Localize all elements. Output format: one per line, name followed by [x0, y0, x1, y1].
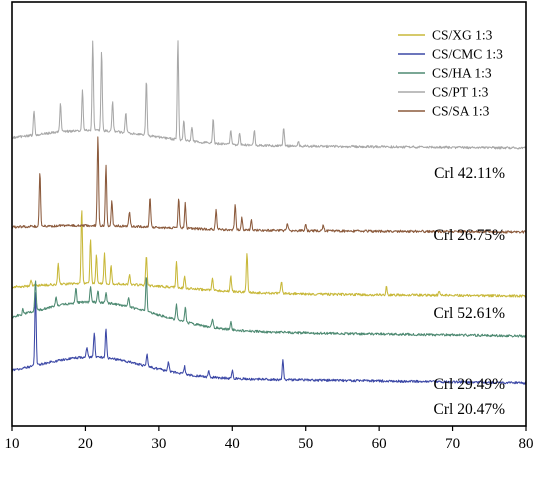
- series-group: [11, 40, 527, 385]
- legend-label: CS/PT 1:3: [432, 85, 489, 100]
- x-tick-label: 40: [225, 436, 240, 452]
- legend-label: CS/SA 1:3: [432, 104, 490, 119]
- crl-label: Crl 29.49%: [434, 376, 506, 393]
- series-line-cs-xg-1-3: [11, 210, 527, 298]
- legend: CS/XG 1:3 CS/CMC 1:3 CS/HA 1:3 CS/PT 1:3 CS/…: [398, 28, 503, 119]
- crl-label: Crl 26.75%: [434, 227, 506, 244]
- series-line-cs-cmc-1-3: [11, 291, 527, 385]
- x-tick-label: 30: [151, 436, 166, 452]
- crl-label: Crl 20.47%: [434, 401, 506, 418]
- series-line-cs-ha-1-3: [11, 277, 527, 338]
- x-tick-label: 70: [445, 436, 460, 452]
- x-tick-label: 20: [78, 436, 93, 452]
- series-line-cs-pt-1-3: [11, 40, 527, 150]
- crl-label: Crl 52.61%: [434, 305, 506, 322]
- legend-label: CS/HA 1:3: [432, 66, 492, 81]
- plot-frame: [11, 1, 527, 427]
- crl-label: Crl 42.11%: [434, 165, 505, 182]
- legend-label: CS/XG 1:3: [432, 28, 493, 43]
- series-line-cs-sa-1-3: [11, 136, 527, 234]
- x-tick-label: 50: [298, 436, 313, 452]
- x-tick-label: 60: [372, 436, 387, 452]
- x-axis: 10 20 30 40 50 60 70 80: [5, 426, 534, 452]
- x-tick-label: 10: [5, 436, 20, 452]
- x-tick-label: 80: [519, 436, 534, 452]
- legend-label: CS/CMC 1:3: [432, 47, 503, 62]
- crl-labels: Crl 52.61% Crl 20.47% Crl 29.49% Crl 42.11%…: [434, 165, 506, 418]
